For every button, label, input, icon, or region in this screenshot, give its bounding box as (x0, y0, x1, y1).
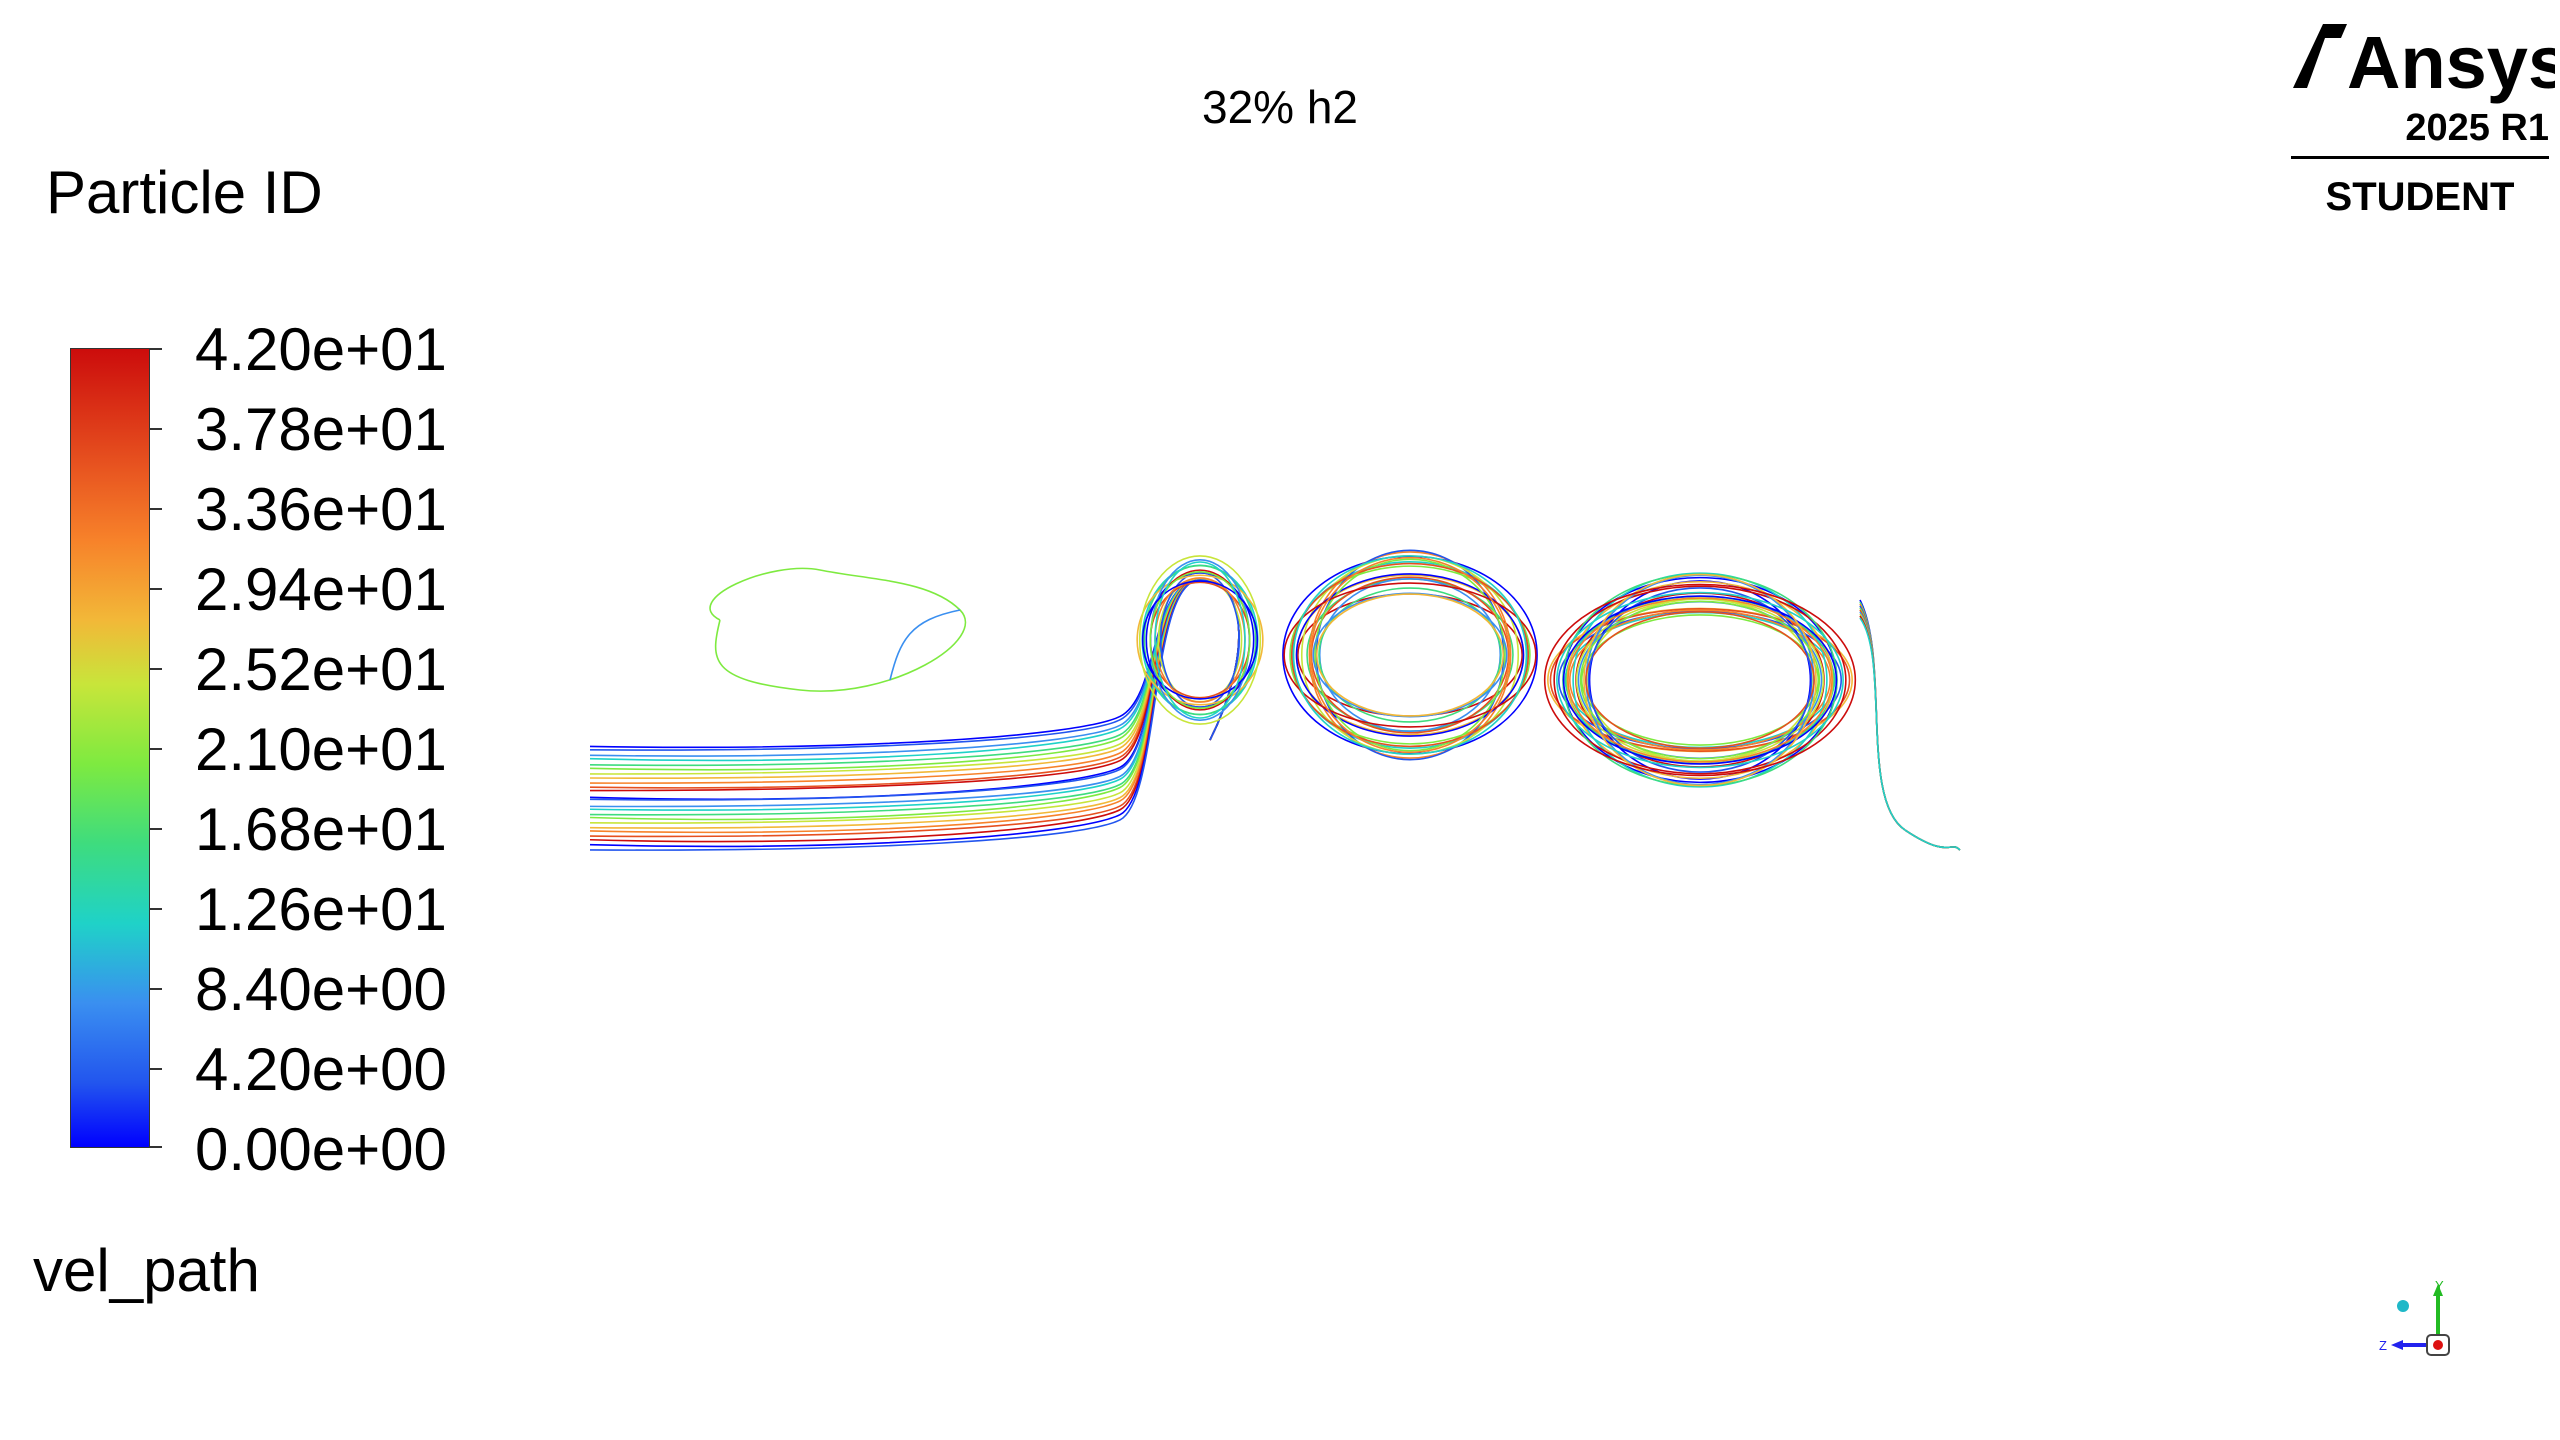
legend-tick (150, 828, 162, 830)
pathline (1859, 605, 1961, 851)
pathline (1300, 554, 1520, 756)
pathline (1859, 615, 1961, 851)
pathline (1859, 607, 1961, 851)
pathline (1295, 573, 1525, 737)
pathline (1310, 576, 1510, 734)
axis-triad[interactable]: Y Z (2375, 1280, 2465, 1360)
pathline (1585, 610, 1815, 750)
pathline (1149, 571, 1251, 709)
pathline (1154, 560, 1246, 720)
legend-footer: vel_path (33, 1237, 260, 1304)
pathline (1572, 572, 1828, 788)
legend-tick-label: 3.78e+01 (195, 396, 447, 463)
pathline (1283, 582, 1537, 728)
pathline (1292, 555, 1528, 755)
legend-tick (150, 588, 162, 590)
pathline (1569, 609, 1831, 751)
legend-tick-label: 1.26e+01 (195, 876, 447, 943)
triad-y-arrow (2433, 1284, 2443, 1296)
pathline (1314, 558, 1506, 752)
legend-tick-label: 0.00e+00 (195, 1116, 447, 1183)
ansys-logo: Ansys 2025 R1 STUDENT (2291, 21, 2555, 219)
pathline (1588, 579, 1812, 781)
pathline (1157, 577, 1243, 703)
pathline (1859, 603, 1961, 851)
legend-tick-label: 3.36e+01 (195, 476, 447, 543)
pathline (1580, 614, 1820, 746)
pathline (1290, 562, 1530, 748)
pathline (1859, 613, 1961, 851)
legend-colorbar (70, 348, 150, 1148)
legend-tick (150, 508, 162, 510)
pathline (1543, 583, 1857, 777)
triad-z-label: Z (2379, 1338, 2387, 1353)
pathline (1562, 573, 1838, 787)
pathline (1136, 574, 1264, 706)
pathline (1587, 587, 1813, 773)
pathline (1579, 600, 1821, 760)
pathline (1141, 580, 1259, 700)
legend-tick (150, 348, 162, 350)
pathline (1297, 593, 1523, 717)
pathline (709, 567, 967, 692)
pathline (1859, 609, 1961, 851)
pathline (1859, 617, 1961, 851)
pathline (1318, 577, 1502, 733)
legend-tick (150, 908, 162, 910)
pathline (1310, 556, 1510, 754)
pathline (1138, 555, 1262, 725)
pathline (1567, 597, 1833, 763)
pathline (1556, 591, 1844, 769)
graphics-title: 32% h2 (1201, 81, 1358, 133)
pathline (1282, 555, 1538, 755)
legend-tick-label: 2.94e+01 (195, 556, 447, 623)
legend-tick (150, 668, 162, 670)
legend-tick-label: 4.20e+00 (195, 1036, 447, 1103)
legend-tick (150, 1068, 162, 1070)
legend-tick-label: 2.10e+01 (195, 716, 447, 783)
pathline (1315, 593, 1505, 717)
legend-tick-label: 4.20e+01 (195, 316, 447, 383)
legend-tick-label: 2.52e+01 (195, 636, 447, 703)
legend-title: Particle ID (46, 159, 323, 226)
pathline (1318, 587, 1502, 723)
ansys-version: 2025 R1 (2405, 107, 2549, 149)
pathline (1859, 599, 1961, 851)
pathline (1859, 601, 1961, 851)
triad-isometric-icon[interactable] (2397, 1300, 2409, 1312)
legend-tick (150, 428, 162, 430)
legend-tick (150, 1146, 162, 1148)
pathline (1575, 598, 1825, 762)
pathline (1558, 610, 1843, 750)
legend-tick-label: 8.40e+00 (195, 956, 447, 1023)
triad-y-label: Y (2435, 1280, 2444, 1293)
triad-z-arrow (2391, 1340, 2403, 1350)
legend-tick (150, 988, 162, 990)
pathline (1859, 611, 1961, 851)
ansys-logo-mark (2293, 24, 2347, 88)
pathline (1154, 577, 1246, 703)
pathline (1564, 611, 1836, 749)
ansys-logo-name: Ansys (2347, 21, 2555, 104)
triad-x-axis (2433, 1340, 2443, 1350)
legend-tick (150, 748, 162, 750)
pathline (889, 609, 961, 681)
pathline (1549, 608, 1851, 752)
pathline (1312, 592, 1508, 718)
pathline (1159, 571, 1241, 709)
pathlines-viewport[interactable] (560, 540, 2000, 900)
pathline (1583, 572, 1817, 788)
ansys-logo-rule (2291, 156, 2549, 159)
ansys-edition: STUDENT (2326, 175, 2515, 219)
pathline (1562, 595, 1838, 765)
legend-tick-label: 1.68e+01 (195, 796, 447, 863)
